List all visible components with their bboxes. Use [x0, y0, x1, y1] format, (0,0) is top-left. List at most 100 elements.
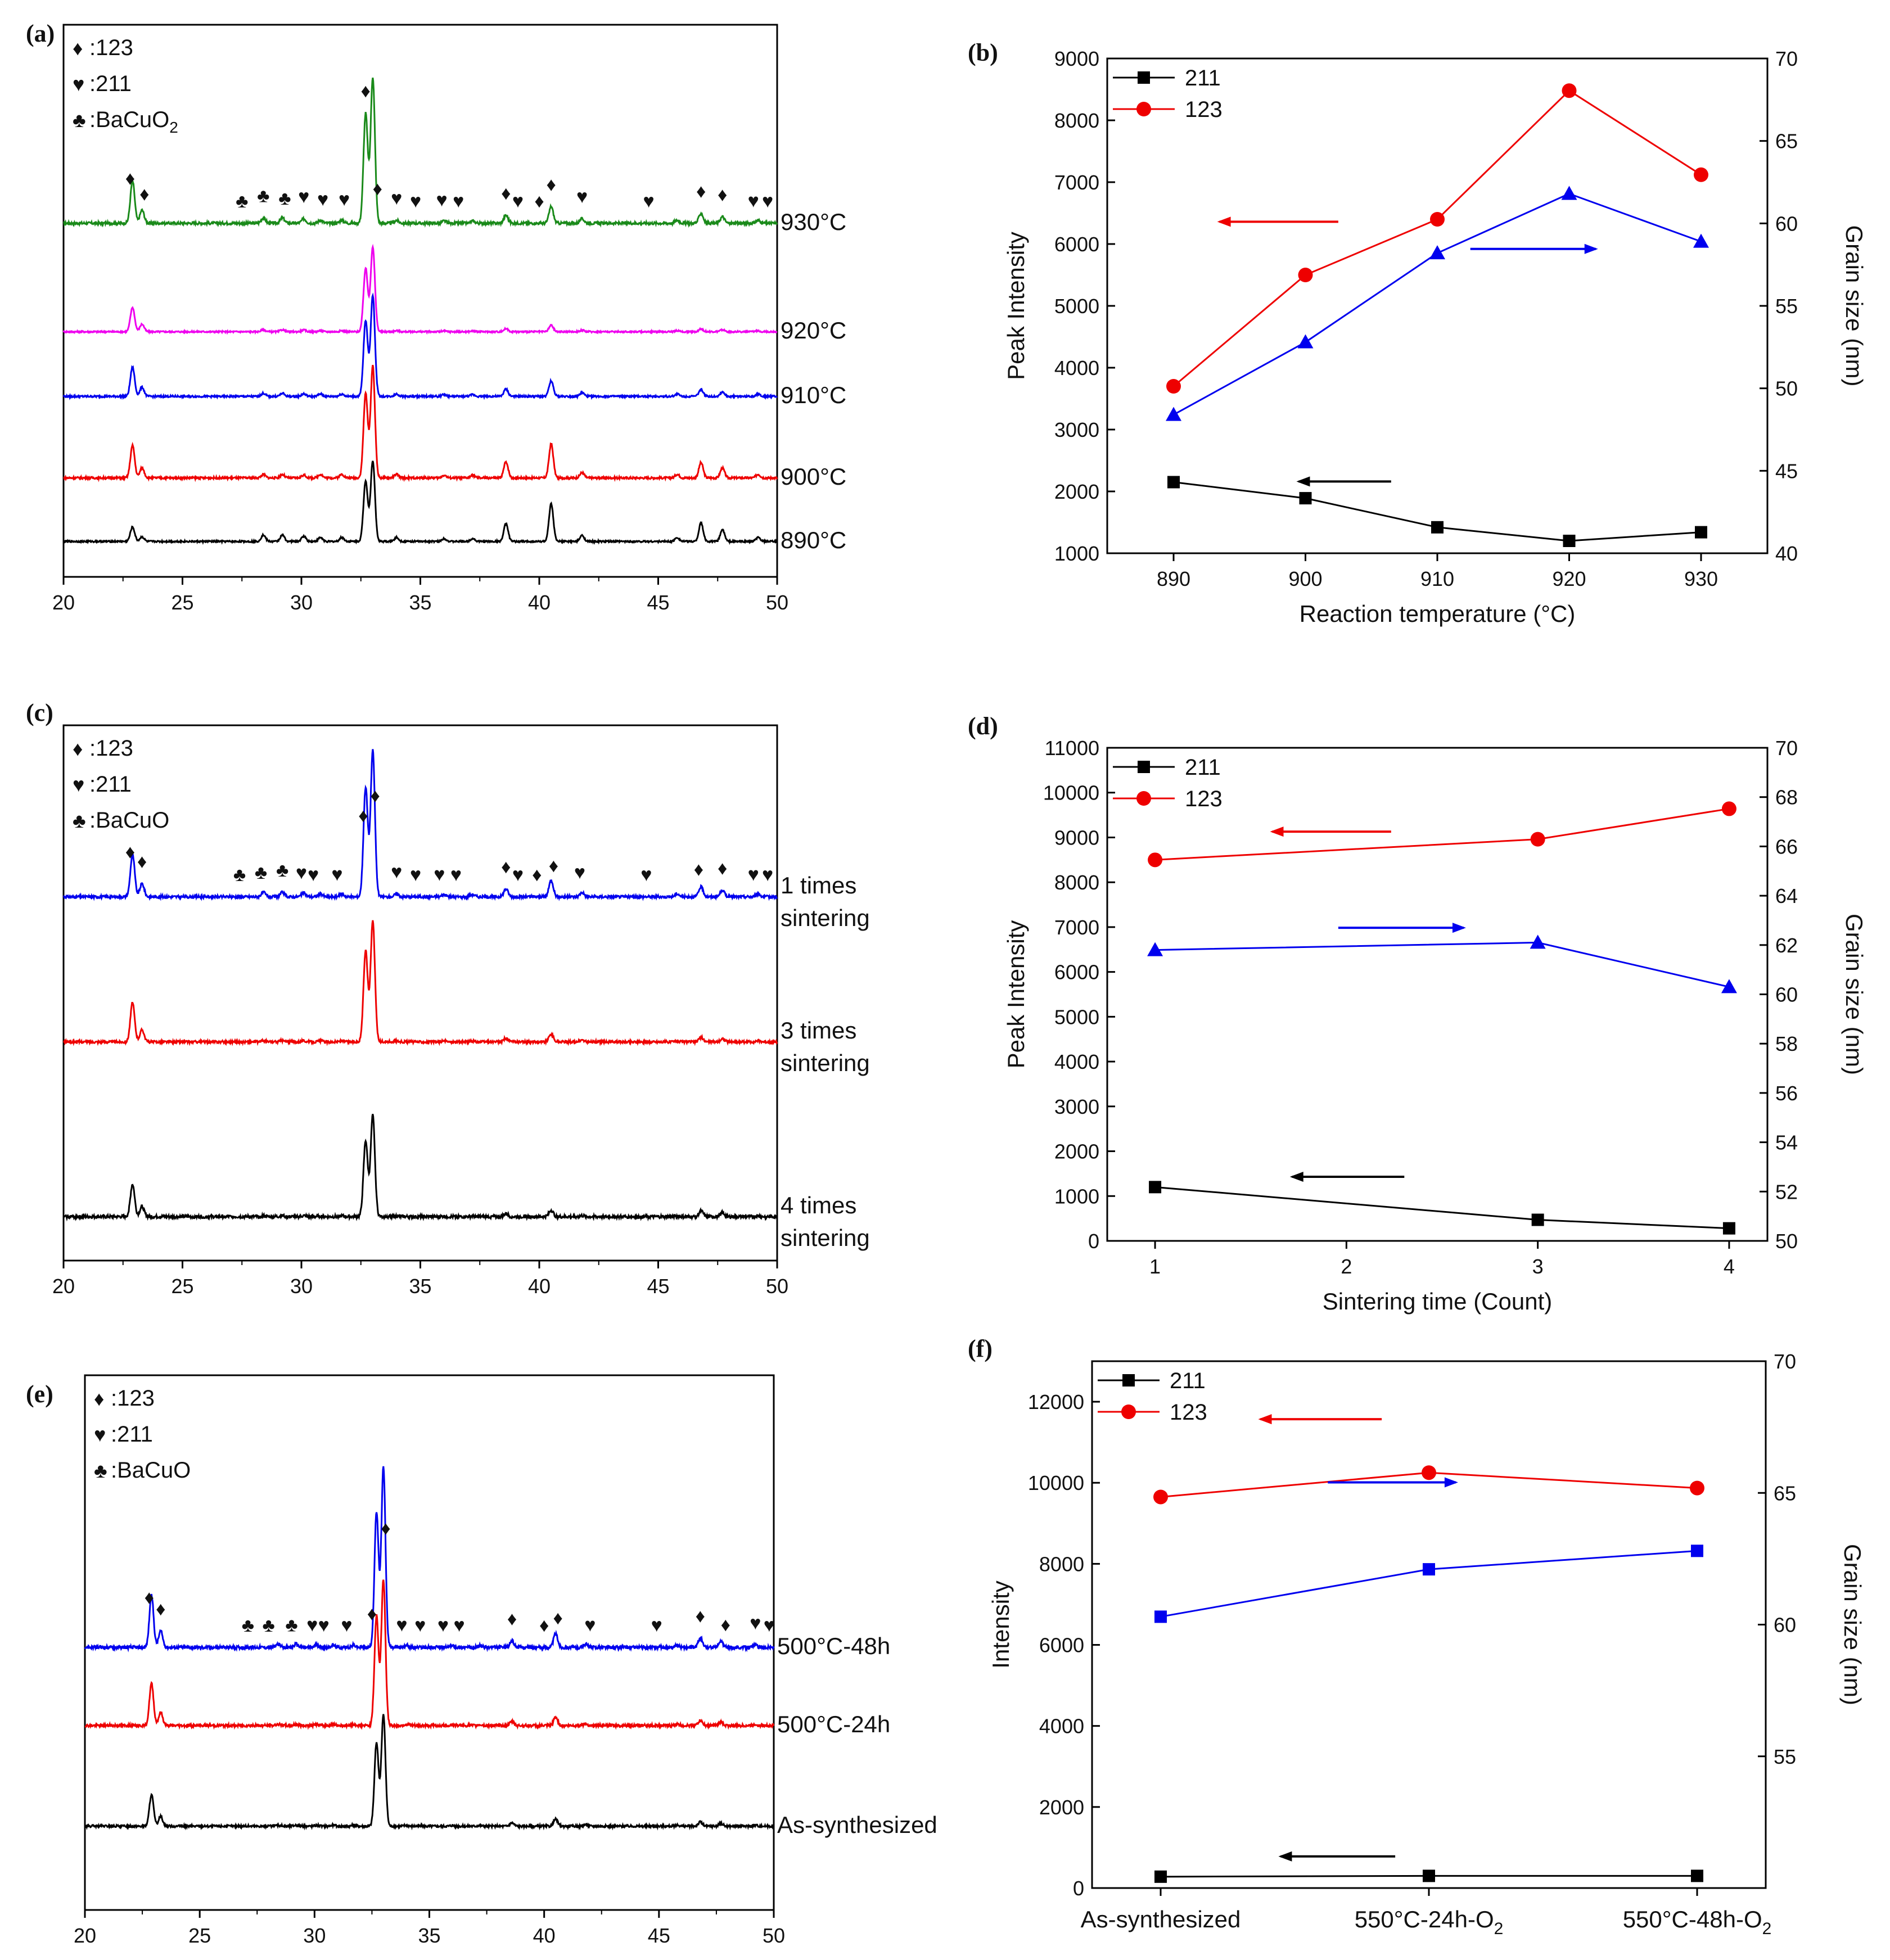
y-tick-label: 3000 — [1054, 418, 1099, 441]
series-label: 900°C — [781, 463, 846, 490]
data-point — [1136, 791, 1151, 806]
peak-marker-diamond: ♦ — [501, 856, 511, 878]
x-tick-label: As-synthesized — [1081, 1906, 1241, 1932]
x-tick-label: 900 — [1288, 567, 1322, 590]
peak-marker-club: ♣ — [242, 1615, 254, 1636]
y-tick-label: 1000 — [1054, 542, 1099, 565]
data-point — [1531, 1213, 1544, 1226]
x-axis-label: Sintering time (Count) — [1323, 1288, 1553, 1315]
peak-marker-club: ♣ — [257, 186, 269, 207]
legend-label: :BaCuO — [89, 808, 169, 833]
data-point — [1530, 832, 1545, 847]
y2-tick-label: 56 — [1775, 1082, 1798, 1105]
peak-marker-club: ♣ — [276, 860, 288, 881]
x-tick-label: 20 — [52, 591, 75, 614]
data-point — [1138, 71, 1150, 84]
peak-marker-diamond: ♦ — [139, 183, 149, 205]
y-tick-label: 5000 — [1054, 295, 1099, 318]
data-point — [1154, 1870, 1167, 1883]
arrow-head — [1452, 923, 1466, 933]
legend-label: 211 — [1185, 66, 1221, 91]
data-point — [1431, 521, 1444, 534]
y2-tick-label: 58 — [1775, 1032, 1798, 1055]
data-point — [1149, 1181, 1162, 1194]
arrow-head — [1289, 1171, 1303, 1182]
x-tick-label: 50 — [766, 591, 788, 614]
y2-tick-label: 60 — [1775, 212, 1798, 235]
panel-a-xrd-temperature: 20 25 30 35 40 45 50♦:123♥:211♣:BaCuO2930°C920… — [26, 20, 846, 614]
x-axis-label: Reaction temperature (°C) — [1300, 600, 1576, 627]
y-tick-label: 8000 — [1039, 1552, 1084, 1575]
y2-tick-label: 70 — [1775, 737, 1798, 760]
data-point — [1422, 1465, 1436, 1480]
x-tick-label: 3 — [1532, 1255, 1544, 1278]
series-label: 930°C — [781, 209, 846, 235]
data-point — [1299, 492, 1312, 505]
y-tick-label: 0 — [1088, 1230, 1099, 1253]
x-tick-label: 45 — [647, 591, 669, 614]
peak-marker-diamond: ♦ — [125, 168, 135, 189]
peak-marker-club: ♣ — [278, 188, 291, 209]
peak-marker-diamond: ♦ — [125, 842, 135, 863]
peak-marker-heart: ♥ — [414, 1615, 426, 1636]
legend-label: 211 — [1170, 1369, 1206, 1393]
x-tick-label: 35 — [409, 591, 431, 614]
legend-label: :BaCuO2 — [89, 107, 178, 136]
legend-label: :123 — [89, 736, 133, 761]
data-point — [1147, 942, 1163, 956]
x-tick-label: 2 — [1341, 1255, 1352, 1278]
y-tick-label: 10000 — [1043, 782, 1099, 805]
peak-marker-heart: ♥ — [762, 864, 773, 886]
y-tick-label: 4000 — [1039, 1715, 1084, 1738]
data-point — [1423, 1563, 1435, 1576]
y-tick-label: 3000 — [1054, 1095, 1099, 1118]
peak-marker-heart: ♥ — [651, 1615, 662, 1636]
series-label: As-synthesized — [777, 1812, 937, 1838]
data-point — [1693, 233, 1709, 248]
panel-label: (b) — [968, 39, 998, 66]
y-tick-label: 8000 — [1054, 109, 1099, 132]
peak-marker-heart: ♥ — [391, 188, 402, 209]
legend-label: :211 — [111, 1422, 153, 1447]
series-line — [62, 460, 778, 545]
y2-tick-label: 60 — [1774, 1614, 1796, 1637]
series-label: sintering — [781, 1225, 870, 1251]
data-point — [1148, 852, 1163, 868]
peak-marker-heart: ♥ — [748, 191, 759, 212]
panel-label: (f) — [968, 1335, 993, 1362]
peak-marker-heart: ♥ — [341, 1615, 352, 1636]
peak-marker-club: ♣ — [263, 1615, 275, 1636]
series-label: 910°C — [781, 382, 846, 408]
legend-label: :123 — [111, 1386, 155, 1411]
x-tick-label: 930 — [1684, 567, 1718, 590]
y2-tick-label: 50 — [1775, 377, 1798, 400]
x-tick-label: 50 — [766, 1275, 788, 1298]
y2-tick-label: 55 — [1774, 1745, 1796, 1768]
data-point — [1563, 535, 1576, 547]
series-label: 920°C — [781, 317, 846, 344]
data-point — [1722, 1222, 1735, 1235]
data-point — [1694, 167, 1708, 182]
y-tick-label: 9000 — [1054, 47, 1099, 70]
x-tick-label: 920 — [1552, 567, 1586, 590]
x-tick-label: 30 — [303, 1924, 326, 1947]
panel-e-xrd-annealing: 20 25 30 35 40 45 50♦:123♥:211♣:BaCuO500°C-48h… — [26, 1374, 937, 1947]
arrow-head — [1444, 1477, 1458, 1488]
peak-marker-heart: ♥ — [331, 864, 342, 886]
y2-tick-label: 68 — [1775, 786, 1798, 809]
peak-marker-club: ♣ — [233, 864, 246, 886]
y-tick-label: 7000 — [1054, 916, 1099, 939]
x-tick-label: 50 — [763, 1924, 785, 1947]
arrow-head — [1278, 1851, 1292, 1862]
data-point — [1430, 212, 1445, 227]
y-tick-label: 5000 — [1054, 1005, 1099, 1028]
data-point — [1122, 1374, 1135, 1387]
y-tick-label: 2000 — [1054, 1140, 1099, 1163]
panel-d-intensity-vs-sintering: 0 1000 2000 3000 4000 5000 6000 7000 8000 9000 100… — [968, 712, 1868, 1315]
peak-marker-diamond: ♦ — [370, 785, 380, 807]
y2-axis-label: Grain size (nm) — [1839, 1544, 1866, 1705]
panel-label: (a) — [26, 20, 55, 47]
x-tick-label: 1 — [1149, 1255, 1161, 1278]
y-axis-label: Peak Intensity — [1003, 232, 1029, 380]
series-line — [63, 77, 778, 228]
